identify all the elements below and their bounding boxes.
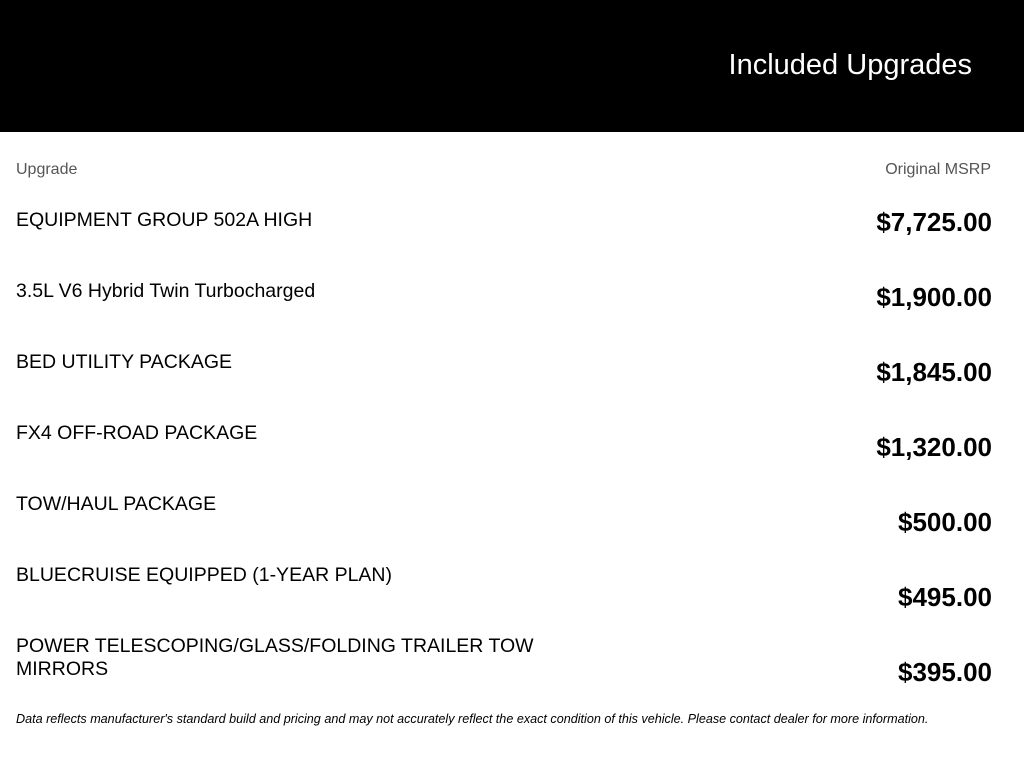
- upgrade-name: FX4 OFF-ROAD PACKAGE: [16, 422, 258, 444]
- header-bar: Included Upgrades: [0, 0, 1024, 132]
- disclaimer: Data reflects manufacturer's standard bu…: [16, 712, 929, 726]
- page-title: Included Upgrades: [728, 49, 972, 81]
- upgrade-price: $1,845.00: [876, 357, 992, 387]
- upgrade-price: $495.00: [898, 582, 992, 612]
- upgrade-name: POWER TELESCOPING/GLASS/FOLDING TRAILER …: [16, 635, 534, 680]
- upgrade-name: TOW/HAUL PACKAGE: [16, 493, 217, 515]
- upgrade-price: $1,900.00: [876, 282, 992, 312]
- upgrade-name: EQUIPMENT GROUP 502A HIGH: [16, 209, 313, 231]
- upgrade-name: BED UTILITY PACKAGE: [16, 351, 233, 373]
- column-header-msrp: Original MSRP: [885, 161, 991, 178]
- upgrade-price: $395.00: [898, 657, 992, 687]
- column-header-upgrade: Upgrade: [16, 161, 78, 178]
- upgrade-name: BLUECRUISE EQUIPPED (1-YEAR PLAN): [16, 564, 393, 586]
- upgrade-price: $1,320.00: [876, 432, 992, 462]
- upgrade-name: 3.5L V6 Hybrid Twin Turbocharged: [16, 280, 316, 302]
- upgrade-price: $500.00: [898, 507, 992, 537]
- upgrade-price: $7,725.00: [876, 207, 992, 237]
